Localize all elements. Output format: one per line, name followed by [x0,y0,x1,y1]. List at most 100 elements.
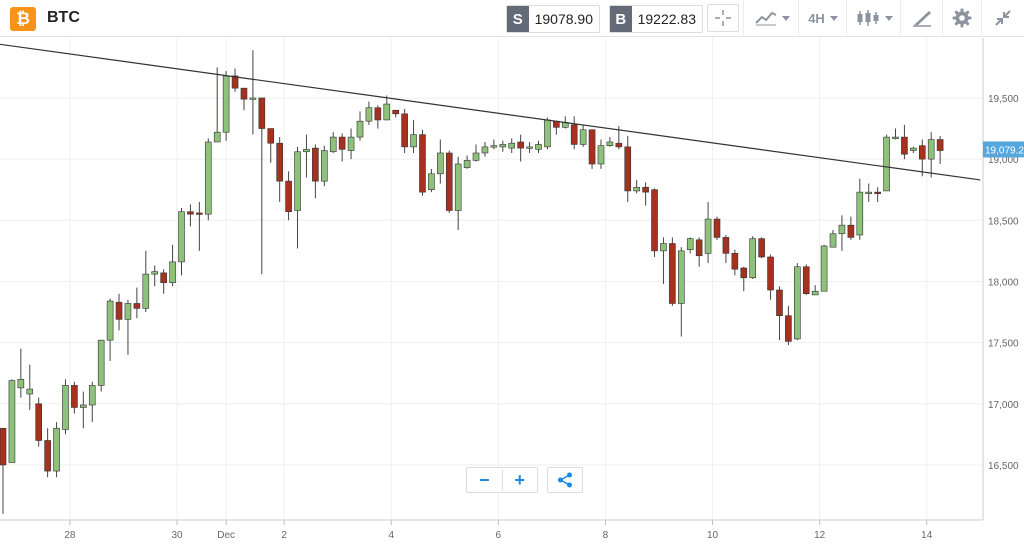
collapse-button[interactable] [988,4,1018,32]
y-tick-label: 19,500 [988,94,1019,105]
candle-body [204,141,212,215]
candle-body [597,145,605,165]
candle-body [910,147,917,151]
x-tick-label: 8 [603,530,609,541]
candle-body [624,146,632,192]
zoom-in-icon[interactable]: + [514,469,525,490]
candle-body [133,303,141,309]
x-tick-label: 10 [707,530,719,541]
candle-body [347,136,355,151]
crosshair-icon [715,10,731,26]
candle-body [392,109,400,115]
candle-body [642,186,649,193]
sell-price: 19078.90 [534,11,593,27]
candle-body [437,152,444,175]
candle-body [588,129,596,165]
candle-body [794,266,801,340]
toolbar: ₿ BTC S 19078.90 B 19222.83 4H [0,0,1024,37]
candle-body [535,144,542,150]
candle-body [472,152,480,161]
candle-body [740,267,748,279]
candle-body [35,403,43,441]
x-tick-label: 2 [281,530,287,541]
candle-body [258,97,266,129]
candle-body [651,189,658,252]
candle-body [660,243,667,252]
y-tick-label: 17,500 [988,339,1019,350]
indicators-button[interactable] [750,4,794,32]
candle-body [892,136,899,139]
candle-body [776,289,783,317]
timeframe-button[interactable]: 4H [803,4,843,32]
y-tick-label: 17,000 [988,400,1019,411]
candle-body [53,427,60,472]
candle-body [142,273,150,309]
y-tick-label: 19,000 [988,155,1019,166]
candle-body [481,146,489,154]
x-tick-label: Dec [217,530,235,541]
candle-body [62,385,69,430]
sell-price-button[interactable]: S 19078.90 [506,5,600,33]
candle-body [820,245,828,292]
candle-body [187,211,194,215]
candle-body [847,224,855,238]
share-icon [558,472,572,488]
candlestick-type-icon [857,10,878,26]
x-tick-label: 12 [814,530,826,541]
candle-body [428,173,435,190]
candle-body [508,142,516,149]
candle-body [463,160,471,168]
candle-body [383,103,391,121]
candle-body [499,144,507,148]
candle-body [829,233,837,248]
symbol-label: BTC [47,9,80,26]
zoom-out-icon[interactable]: − [467,469,503,491]
crosshair-button[interactable] [707,4,739,32]
candle-body [410,134,417,148]
candle-body [365,107,373,122]
x-tick-label: 4 [388,530,394,541]
candle-body [222,75,230,133]
candle-body [294,151,301,211]
candle-body [838,224,846,235]
candle-body [490,145,498,148]
chart-type-button[interactable] [852,4,896,32]
current-price-tag [983,141,1024,158]
candle-body [936,139,944,151]
candle-body [312,147,319,182]
candle-body [669,243,676,304]
candle-body [231,75,239,89]
candle-body [8,380,16,463]
sell-tag: S [507,6,529,32]
buy-price-button[interactable]: B 19222.83 [609,5,703,33]
candle-body [419,134,426,193]
candle-body [785,315,792,342]
candle-body [767,256,774,291]
candle-body [856,191,864,236]
bitcoin-logo-icon: ₿ [10,7,36,31]
candle-body [71,385,78,408]
candle-body [285,180,292,213]
candle-body [169,261,176,283]
candle-body [115,301,123,320]
candle-body [579,129,587,145]
candle-body [329,136,337,153]
candle-body [303,149,310,153]
gear-icon [952,8,972,28]
candle-body [44,440,51,472]
candle-body [731,253,739,270]
collapse-icon [995,10,1011,26]
buy-tag: B [610,6,632,32]
zoom-controls: − + [466,467,538,493]
candle-body [124,303,132,320]
trend-line [0,43,981,181]
candle-body [374,107,382,121]
settings-button[interactable] [948,4,976,32]
candle-body [213,131,221,143]
candle-body [749,238,757,279]
share-button[interactable] [547,467,583,493]
candle-body [445,152,453,211]
drawing-tool-button[interactable] [906,4,938,32]
candle-body [97,339,105,386]
